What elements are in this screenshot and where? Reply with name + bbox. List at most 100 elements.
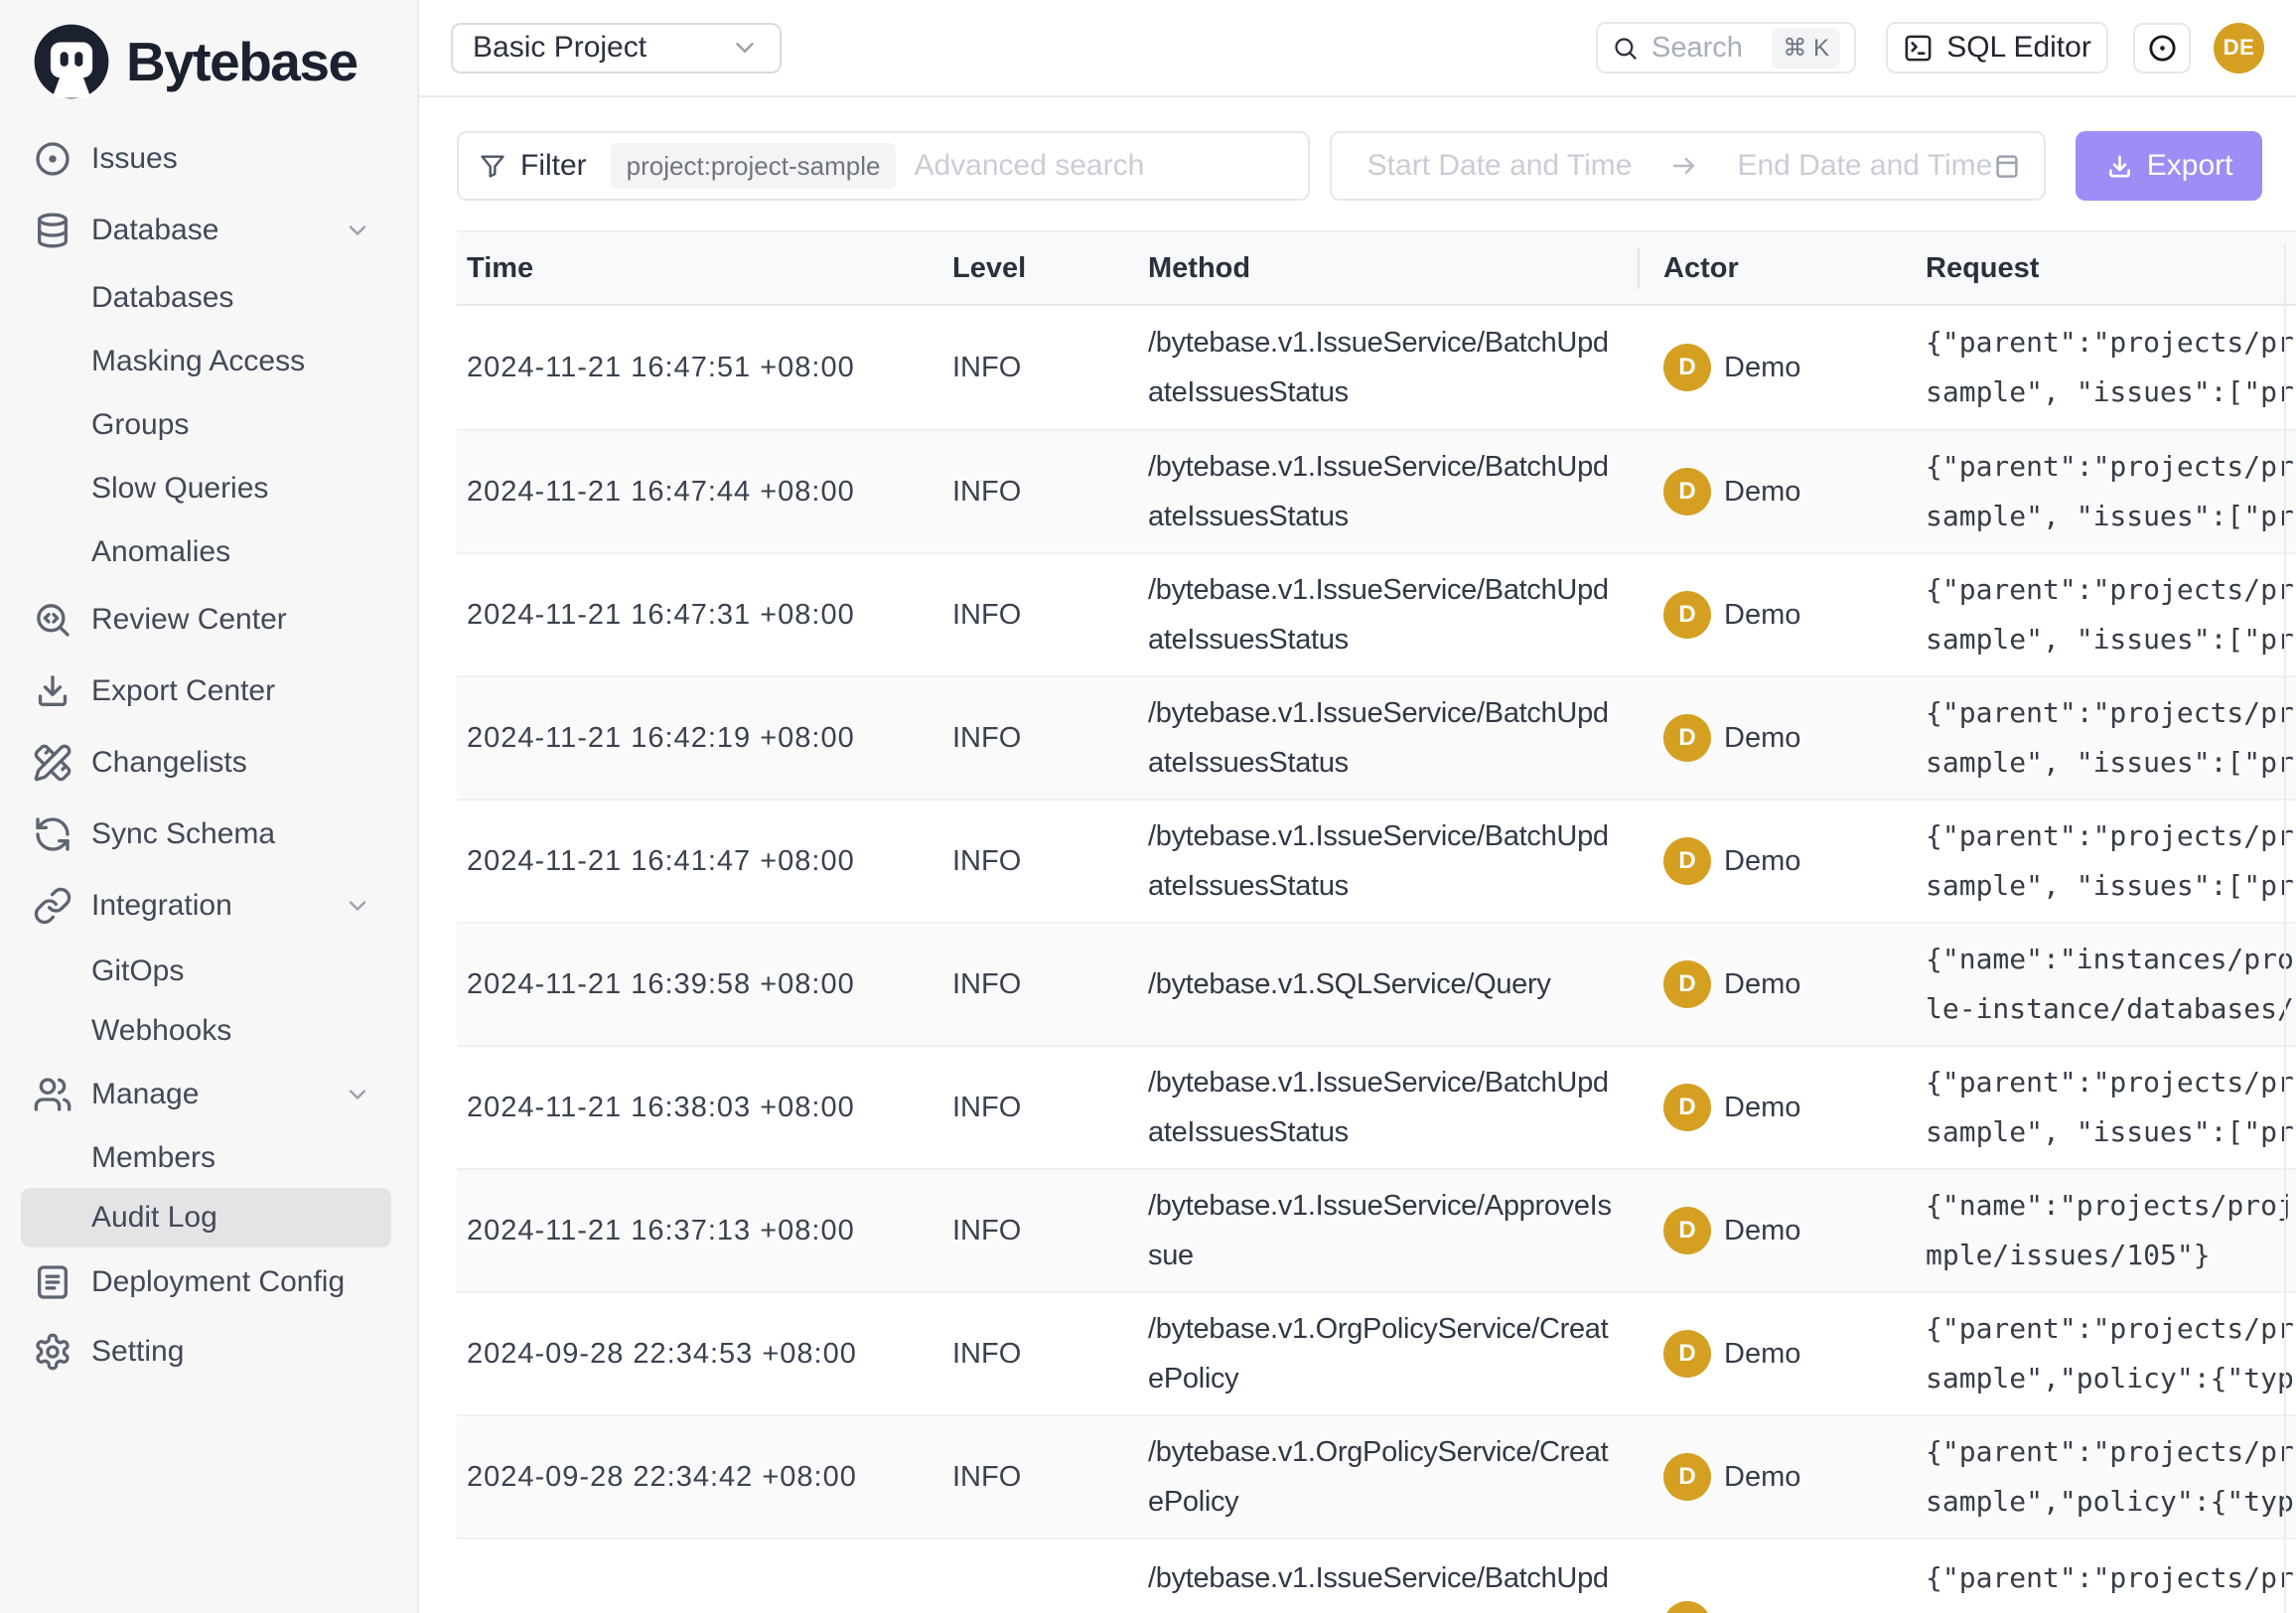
method-line: ateIssuesStatus — [1148, 501, 1349, 532]
sql-editor-button[interactable]: SQL Editor — [1886, 22, 2108, 73]
sidebar-item-label: Database — [91, 214, 219, 246]
download-icon — [33, 671, 72, 711]
request-line: sample", "issues":["pr — [1926, 500, 2294, 532]
sidebar-item-groups[interactable]: Groups — [21, 393, 391, 457]
sidebar-item-deployment-config[interactable]: Deployment Config — [21, 1247, 391, 1317]
sidebar-item-export-center[interactable]: Export Center — [21, 656, 391, 727]
sidebar-item-gitops[interactable]: GitOps — [21, 942, 391, 1001]
request-cell: {"parent":"projects/pr sample", "issues":… — [1926, 318, 2294, 417]
table-row: 2024-11-21 16:47:44 +08:00 INFO /bytebas… — [457, 429, 2296, 552]
level-cell: INFO — [952, 475, 1022, 508]
actor-cell: D Demo — [1663, 1207, 1906, 1254]
method-cell: /bytebase.v1.IssueService/BatchUpd ateIss… — [1148, 442, 1644, 541]
time-cell: 2024-11-21 16:39:58 +08:00 — [467, 967, 855, 1000]
sidebar-item-label: Sync Schema — [91, 817, 276, 850]
actor-avatar: D — [1663, 468, 1711, 515]
user-avatar[interactable]: DE — [2214, 22, 2264, 73]
method-line: ateIssuesStatus — [1148, 870, 1349, 902]
sidebar-item-label: Review Center — [91, 603, 287, 636]
sidebar-item-label: GitOps — [91, 954, 185, 987]
topbar: Basic Project Search ⌘ K SQL E — [419, 0, 2296, 97]
search-button[interactable]: Search ⌘ K — [1596, 22, 1856, 73]
sidebar-item-review-center[interactable]: Review Center — [21, 584, 391, 656]
arrow-right-icon — [1669, 151, 1699, 181]
sidebar-item-setting[interactable]: Setting — [21, 1317, 391, 1387]
sidebar-item-issues[interactable]: Issues — [21, 123, 391, 195]
actor-name: Demo — [1724, 1460, 1801, 1493]
sidebar-item-sync-schema[interactable]: Sync Schema — [21, 799, 391, 870]
sidebar-item-webhooks[interactable]: Webhooks — [21, 1001, 391, 1061]
request-cell: {"parent":"projects/pr sample", "issues":… — [1926, 442, 2294, 541]
actor-name: Demo — [1724, 1214, 1801, 1246]
sidebar-item-changelists[interactable]: Changelists — [21, 727, 391, 799]
method-cell: /bytebase.v1.IssueService/ApproveIs sue — [1148, 1181, 1644, 1280]
users-icon — [33, 1075, 72, 1114]
filter-chip-project[interactable]: project:project-sample — [610, 143, 897, 189]
refresh-icon — [33, 814, 72, 854]
level-cell: INFO — [952, 1337, 1022, 1370]
export-button[interactable]: Export — [2076, 131, 2262, 201]
table-row: 2024-11-21 16:47:31 +08:00 INFO /bytebas… — [457, 552, 2296, 675]
request-cell: {"parent":"projects/pr sample", "issues":… — [1926, 565, 2294, 664]
method-line: /bytebase.v1.IssueService/BatchUpd — [1148, 451, 1609, 483]
table-row: 2024-09-28 22:34:42 +08:00 INFO /bytebas… — [457, 1414, 2296, 1538]
sidebar-item-integration[interactable]: Integration — [21, 870, 391, 942]
sidebar-item-label: Members — [91, 1141, 216, 1174]
request-line: sample","policy":{"typ — [1926, 1362, 2294, 1394]
sidebar-item-label: Issues — [91, 142, 178, 175]
actor-name: Demo — [1724, 967, 1801, 1000]
request-line: {"parent":"projects/pr — [1926, 573, 2294, 606]
actor-name: Demo — [1724, 475, 1801, 508]
method-cell: /bytebase.v1.OrgPolicyService/Creat ePoli… — [1148, 1304, 1644, 1403]
request-line: sample","policy":{"typ — [1926, 1485, 2294, 1518]
sidebar-item-audit-log[interactable]: Audit Log — [21, 1188, 391, 1247]
actor-cell: D Demo — [1663, 468, 1906, 515]
actor-avatar: D — [1663, 591, 1711, 639]
circle-dot-icon — [33, 139, 72, 179]
project-selector[interactable]: Basic Project — [451, 22, 782, 73]
sidebar-item-label: Setting — [91, 1335, 185, 1368]
method-line: /bytebase.v1.IssueService/BatchUpd — [1148, 1562, 1609, 1594]
assistant-button[interactable] — [2133, 22, 2191, 73]
request-line: {"parent":"projects/pr — [1926, 326, 2294, 359]
search-placeholder: Search — [1651, 31, 1743, 64]
method-cell: /bytebase.v1.IssueService/BatchUpd ateIss… — [1148, 688, 1644, 788]
time-cell: 2024-11-21 16:47:44 +08:00 — [467, 475, 855, 508]
method-line: ateIssuesStatus — [1148, 376, 1349, 408]
sidebar-item-members[interactable]: Members — [21, 1128, 391, 1188]
sidebar-item-masking-access[interactable]: Masking Access — [21, 330, 391, 393]
sidebar-item-database[interactable]: Database — [21, 195, 391, 266]
request-cell: {"parent":"projects/pr sample", "issues":… — [1926, 1058, 2294, 1157]
database-icon — [33, 211, 72, 250]
bytebase-logo[interactable]: Bytebase — [0, 0, 417, 123]
date-range-picker[interactable]: Start Date and Time End Date and Time — [1329, 131, 2047, 201]
actor-avatar: D — [1663, 1601, 1711, 1613]
actor-name: Demo — [1724, 598, 1801, 631]
sidebar-item-anomalies[interactable]: Anomalies — [21, 520, 391, 584]
column-header-method: Method — [1148, 251, 1251, 284]
request-cell: {"parent":"projects/pr sample","policy":{… — [1926, 1427, 2294, 1527]
sidebar-item-databases[interactable]: Databases — [21, 266, 391, 330]
request-line: {"parent":"projects/pr — [1926, 1435, 2294, 1468]
search-icon — [1612, 35, 1639, 62]
sidebar-item-slow-queries[interactable]: Slow Queries — [21, 457, 391, 520]
advanced-search-input[interactable]: Filter project:project-sample Advanced s… — [457, 131, 1310, 201]
brand-name: Bytebase — [126, 31, 359, 92]
sidebar-item-label: Integration — [91, 889, 232, 922]
actor-cell: D Demo — [1663, 1453, 1906, 1501]
method-line: /bytebase.v1.SQLService/Query — [1148, 968, 1551, 1000]
method-cell: /bytebase.v1.SQLService/Query — [1148, 959, 1644, 1009]
table-row: 2024-11-21 16:47:51 +08:00 INFO /bytebas… — [457, 306, 2296, 429]
topbar-actions: Search ⌘ K SQL Editor DE — [1596, 22, 2264, 73]
gear-icon — [33, 1332, 72, 1372]
time-cell: 2024-11-21 16:38:03 +08:00 — [467, 1091, 855, 1123]
sidebar-item-manage[interactable]: Manage — [21, 1061, 391, 1128]
actor-avatar: D — [1663, 1453, 1711, 1501]
column-header-actor: Actor — [1653, 252, 1916, 285]
time-cell: 2024-11-21 16:42:19 +08:00 — [467, 721, 855, 754]
level-cell: INFO — [952, 1214, 1022, 1246]
table-row: 2024-11-21 16:42:19 +08:00 INFO /bytebas… — [457, 675, 2296, 799]
column-header-time: Time — [467, 251, 534, 284]
request-line: {"parent":"projects/pr — [1926, 1066, 2294, 1099]
download-icon — [2105, 152, 2134, 181]
